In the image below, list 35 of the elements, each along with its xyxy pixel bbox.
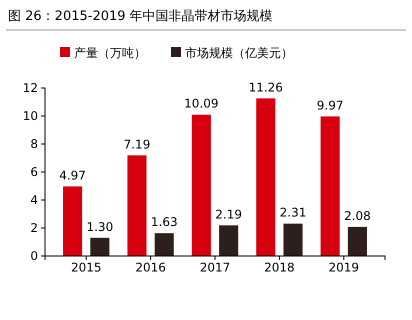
x-tick-label: 2015: [70, 260, 102, 275]
data-label: 4.97: [59, 168, 86, 182]
y-tick-label: 10: [22, 108, 38, 123]
bar: [63, 186, 82, 256]
data-label: 7.19: [124, 137, 150, 152]
bar: [90, 238, 110, 256]
y-tick-label: 6: [30, 164, 38, 179]
data-label: 11.26: [248, 80, 283, 94]
bar: [320, 116, 340, 256]
x-tick-label: 2019: [328, 260, 360, 275]
chart-title: 图 26：2015-2019 年中国非晶带材市场规模: [8, 9, 273, 24]
y-tick-label: 4: [30, 192, 38, 207]
data-label: 1.63: [150, 215, 178, 230]
y-tick-label: 2: [30, 220, 38, 235]
bar: [256, 98, 276, 256]
legend-label: 产量（万吨）: [74, 46, 146, 60]
data-label: 10.09: [184, 96, 219, 111]
x-tick-label: 2016: [135, 260, 166, 275]
data-label: 2.08: [344, 208, 371, 223]
y-tick-label: 8: [30, 136, 38, 151]
y-tick-label: 12: [22, 80, 38, 95]
x-tick-label: 2017: [200, 260, 230, 275]
data-label: 9.97: [316, 98, 344, 112]
y-tick-label: 0: [30, 248, 38, 263]
legend-label: 市场规模（亿美元）: [185, 46, 293, 60]
data-label: 1.30: [86, 220, 114, 234]
bar: [219, 225, 238, 256]
x-tick-label: 2018: [264, 260, 295, 275]
bar: [348, 226, 367, 256]
data-label: 2.31: [280, 206, 306, 220]
data-label: 2.19: [215, 207, 242, 222]
bar: [154, 233, 174, 256]
bar: [127, 155, 147, 256]
bar: [283, 224, 303, 256]
bar: [192, 114, 211, 256]
